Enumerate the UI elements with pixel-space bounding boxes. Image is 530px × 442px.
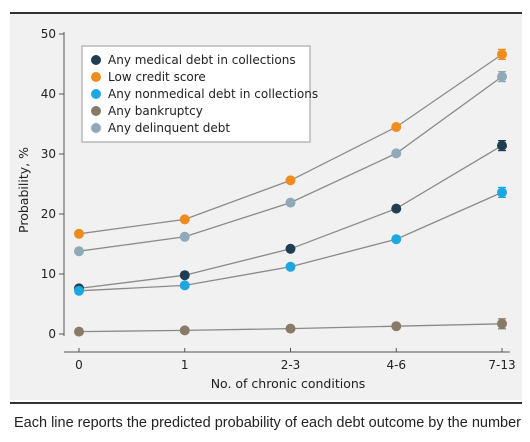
data-point: [179, 280, 190, 291]
x-tick-label: 0: [75, 358, 83, 372]
legend: Any medical debt in collections Low credi…: [81, 45, 318, 143]
data-point: [391, 234, 402, 245]
figure-caption: Each line reports the predicted probabil…: [14, 415, 521, 431]
x-axis-label: No. of chronic conditions: [211, 376, 366, 391]
data-point: [391, 122, 402, 132]
data-point: [179, 270, 190, 281]
data-point: [497, 318, 507, 329]
data-point: [391, 148, 402, 159]
data-point: [74, 228, 84, 239]
data-point: [179, 325, 190, 336]
y-tick-label: 10: [41, 267, 56, 281]
data-point: [285, 323, 296, 334]
data-point: [497, 140, 507, 151]
y-tick-label: 40: [41, 87, 56, 101]
data-point: [497, 49, 507, 60]
x-tick-label: 1: [181, 358, 189, 372]
legend-swatch: [91, 89, 101, 99]
legend-label: Any delinquent debt: [108, 121, 230, 135]
data-point: [285, 243, 296, 254]
data-point: [74, 285, 84, 296]
data-point: [179, 231, 190, 242]
data-point: [391, 321, 402, 332]
data-point: [179, 214, 190, 225]
legend-swatch: [91, 123, 101, 133]
y-axis-label: Probability, %: [16, 147, 31, 233]
data-point: [497, 187, 507, 198]
x-tick-label: 2-3: [281, 358, 301, 372]
top-rule: [10, 12, 522, 14]
data-point: [74, 246, 84, 257]
series-markers: [74, 48, 507, 337]
legend-swatch: [91, 55, 101, 65]
legend-swatch: [91, 106, 101, 116]
y-tick-label: 30: [41, 147, 56, 161]
data-point: [285, 261, 296, 272]
data-point: [285, 175, 296, 186]
legend-label: Low credit score: [108, 70, 206, 84]
data-point: [74, 326, 84, 337]
x-tick-label: 7-13: [488, 358, 515, 372]
data-point: [497, 71, 507, 82]
data-point: [391, 203, 402, 214]
y-tick-label: 50: [41, 27, 56, 41]
legend-box: [81, 45, 311, 143]
y-tick-label: 20: [41, 207, 56, 221]
bottom-rule: [10, 402, 522, 404]
axes: 0 10 20 30 40 50 0 1 2-3 4-6 7-13: [41, 27, 516, 372]
data-point: [285, 197, 296, 208]
legend-label: Any bankruptcy: [108, 104, 203, 118]
legend-label: Any nonmedical debt in collections: [108, 87, 318, 101]
x-tick-label: 4-6: [386, 358, 406, 372]
legend-label: Any medical debt in collections: [108, 53, 296, 67]
y-tick-label: 0: [48, 327, 56, 341]
legend-swatch: [91, 72, 101, 82]
